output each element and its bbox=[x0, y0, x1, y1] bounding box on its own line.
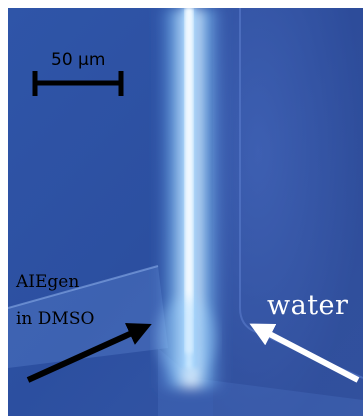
aiegen-label: AIEgen bbox=[16, 272, 80, 292]
glow-base bbox=[156, 298, 216, 378]
scale-bar-label: 50 μm bbox=[51, 50, 106, 70]
water-label: water bbox=[267, 290, 349, 321]
left-channel-edge bbox=[8, 265, 159, 309]
aiegen-flow-arrow bbox=[26, 322, 152, 383]
right-channel-region bbox=[213, 8, 363, 416]
water-flow-arrow bbox=[249, 323, 360, 383]
dmso-label: in DMSO bbox=[16, 309, 95, 329]
glow-center-line bbox=[185, 8, 193, 353]
bottom-junction bbox=[158, 348, 363, 416]
photo-canvas bbox=[8, 8, 363, 416]
microscope-photo: 50 μm AIEgen in DMSO water bbox=[8, 8, 363, 416]
scale-bar bbox=[32, 71, 124, 96]
